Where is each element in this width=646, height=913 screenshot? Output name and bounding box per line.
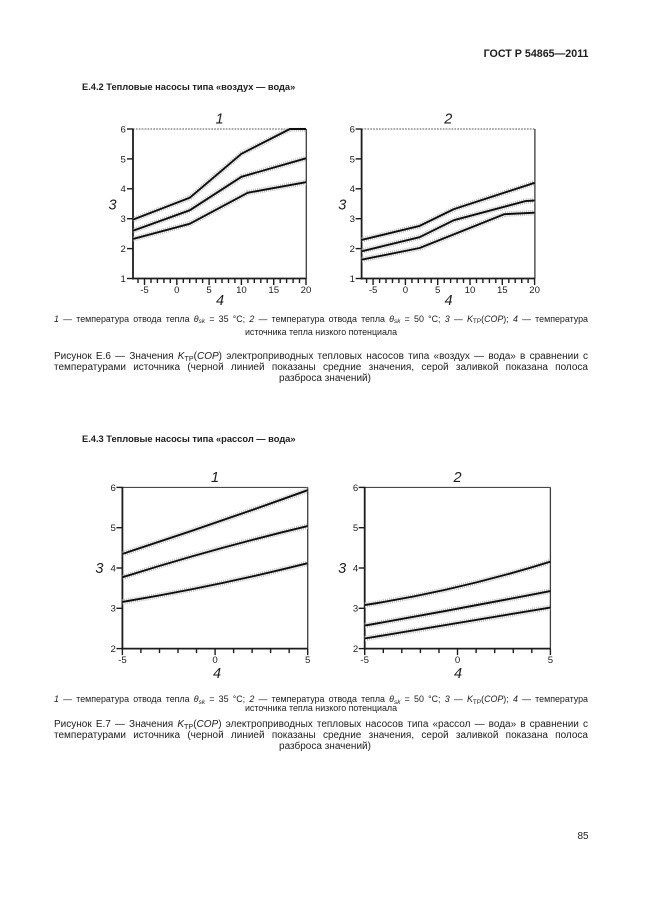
svg-text:-5: -5 — [369, 285, 378, 296]
svg-text:-5: -5 — [118, 655, 127, 666]
svg-text:0: 0 — [455, 655, 460, 666]
svg-text:5: 5 — [353, 523, 358, 534]
svg-text:0: 0 — [403, 285, 408, 296]
svg-text:5: 5 — [206, 285, 211, 296]
svg-text:0: 0 — [174, 285, 179, 296]
svg-text:3: 3 — [95, 561, 103, 577]
svg-text:6: 6 — [350, 124, 355, 135]
svg-text:3: 3 — [338, 561, 346, 577]
svg-text:-5: -5 — [360, 655, 369, 666]
svg-text:1: 1 — [211, 470, 219, 486]
svg-text:10: 10 — [236, 285, 247, 296]
svg-text:4: 4 — [110, 563, 116, 574]
svg-text:0: 0 — [212, 655, 217, 666]
svg-text:4: 4 — [353, 563, 359, 574]
svg-text:3: 3 — [110, 604, 115, 615]
svg-text:6: 6 — [120, 124, 125, 135]
svg-text:4: 4 — [350, 184, 356, 195]
svg-text:4: 4 — [454, 666, 462, 682]
svg-text:1: 1 — [216, 112, 224, 128]
svg-text:5: 5 — [120, 154, 125, 165]
svg-text:2: 2 — [350, 244, 355, 255]
svg-text:3: 3 — [120, 214, 125, 225]
svg-text:5: 5 — [110, 523, 115, 534]
svg-text:1: 1 — [350, 274, 355, 285]
svg-text:5: 5 — [305, 655, 310, 666]
svg-text:2: 2 — [453, 470, 462, 486]
svg-text:5: 5 — [435, 285, 440, 296]
svg-text:4: 4 — [213, 666, 221, 682]
svg-text:4: 4 — [216, 293, 224, 309]
svg-text:3: 3 — [353, 604, 358, 615]
svg-text:15: 15 — [268, 285, 279, 296]
svg-text:4: 4 — [444, 293, 452, 309]
svg-text:1: 1 — [120, 274, 125, 285]
svg-text:3: 3 — [338, 198, 346, 214]
svg-text:6: 6 — [353, 483, 358, 494]
svg-text:10: 10 — [465, 285, 476, 296]
svg-text:5: 5 — [350, 154, 355, 165]
svg-text:2: 2 — [110, 644, 115, 655]
svg-text:2: 2 — [353, 644, 358, 655]
svg-text:15: 15 — [497, 285, 508, 296]
svg-text:5: 5 — [548, 655, 553, 666]
svg-text:6: 6 — [110, 483, 115, 494]
svg-text:20: 20 — [529, 285, 540, 296]
svg-text:2: 2 — [120, 244, 125, 255]
svg-text:3: 3 — [108, 198, 116, 214]
svg-text:2: 2 — [443, 112, 452, 128]
svg-text:20: 20 — [301, 285, 312, 296]
svg-text:3: 3 — [350, 214, 355, 225]
svg-text:-5: -5 — [140, 285, 149, 296]
svg-text:4: 4 — [120, 184, 126, 195]
